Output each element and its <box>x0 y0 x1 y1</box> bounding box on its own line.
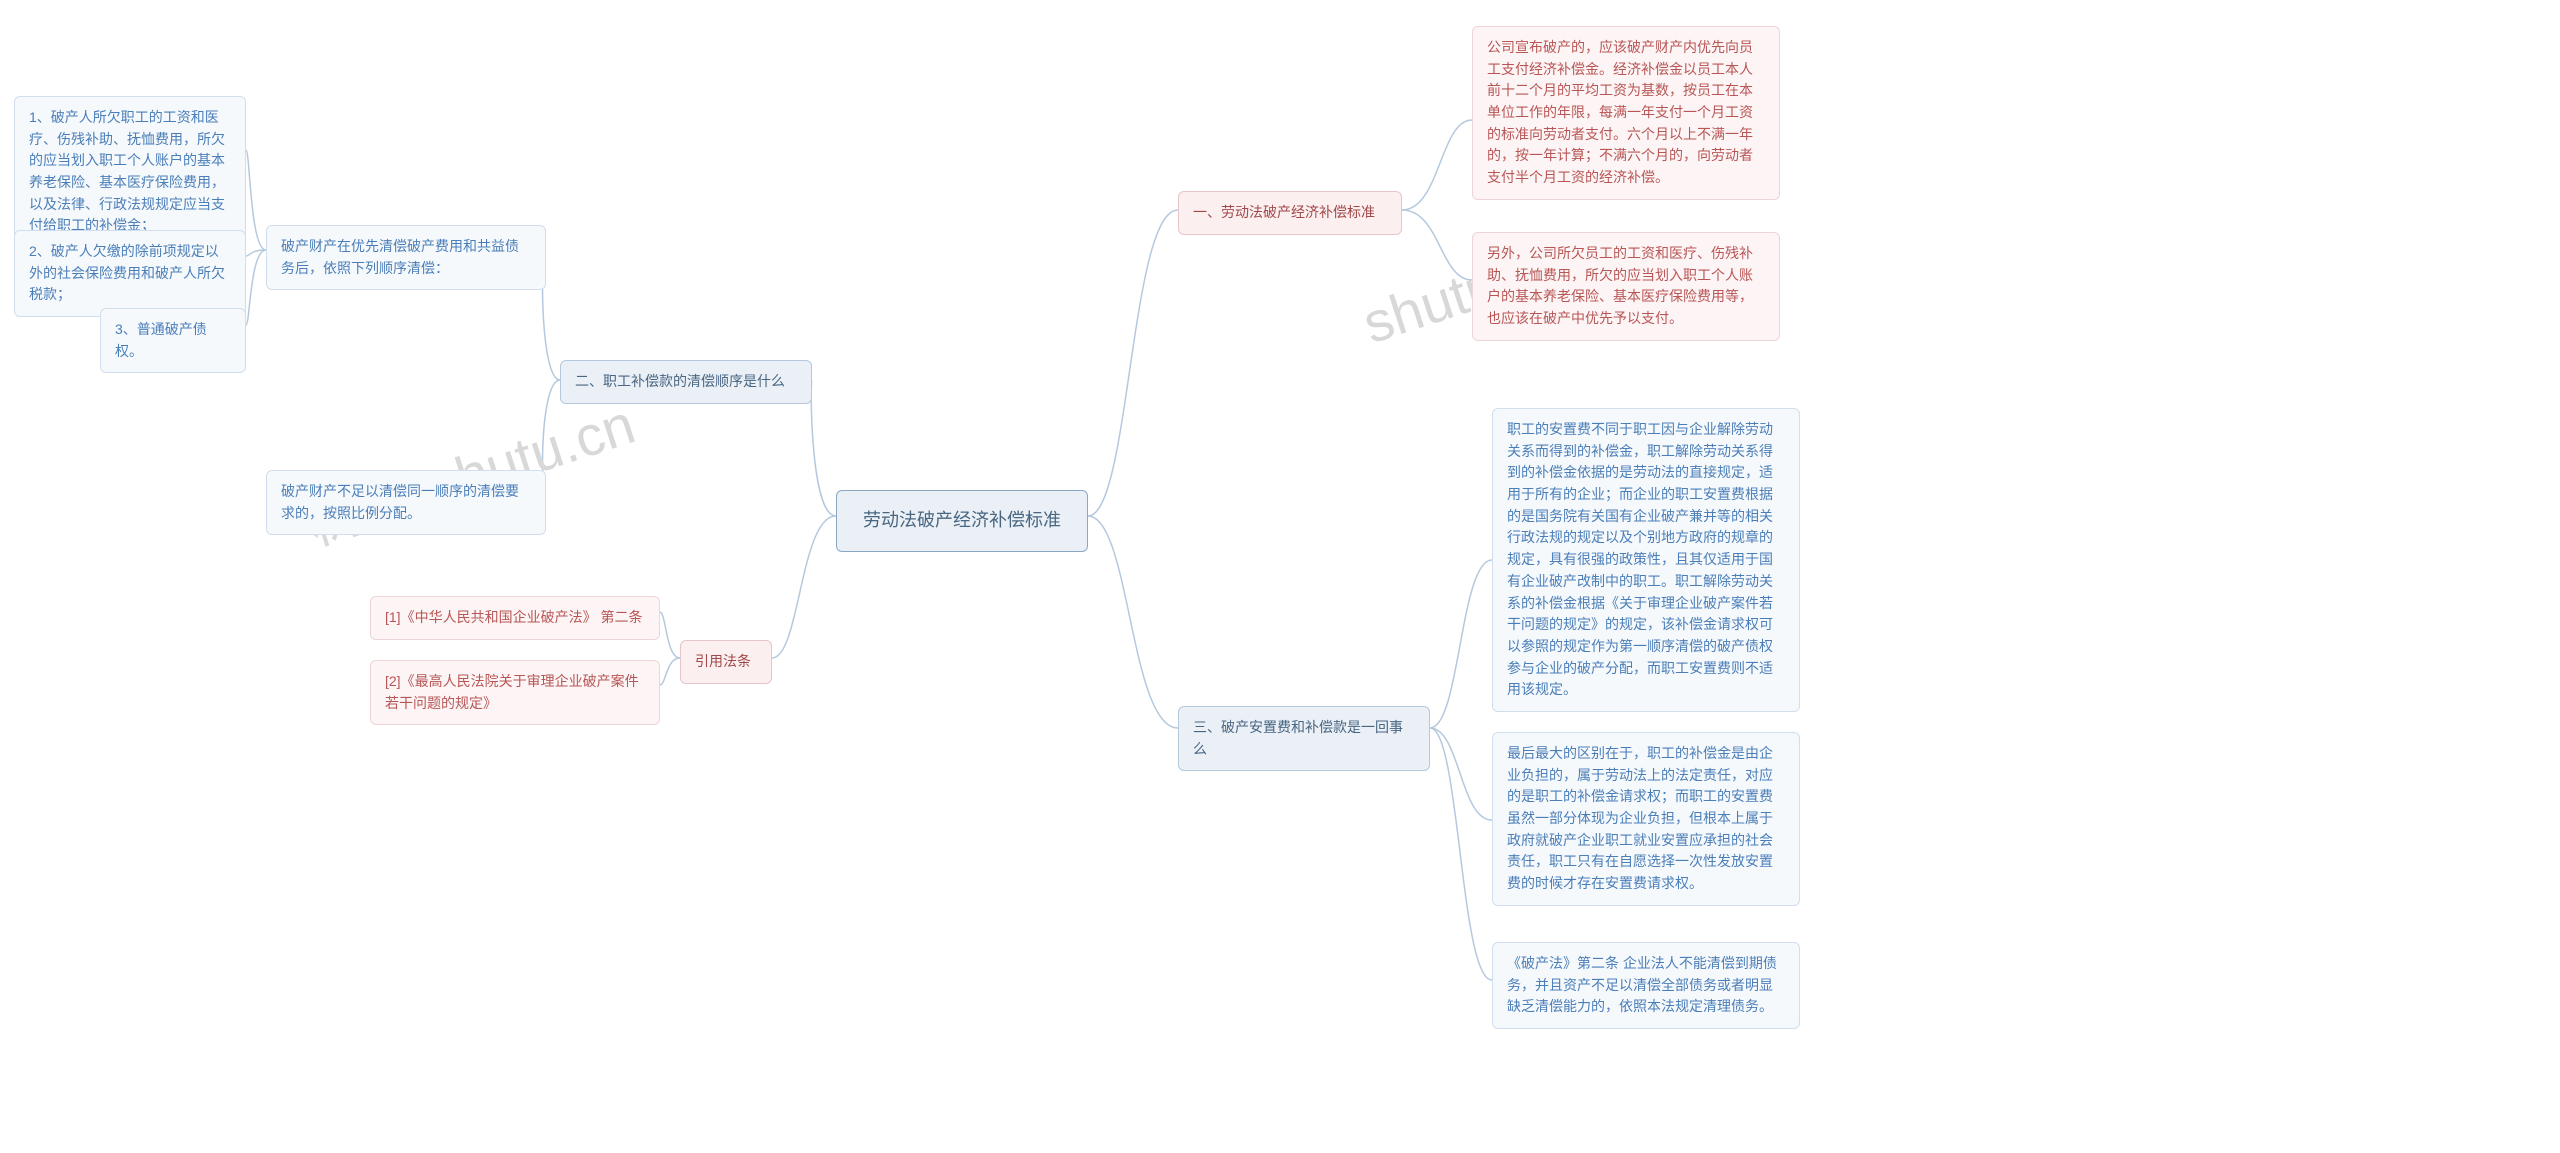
branch-r1[interactable]: 一、劳动法破产经济补偿标准 <box>1178 191 1402 235</box>
leaf-r3-1: 最后最大的区别在于，职工的补偿金是由企业负担的，属于劳动法上的法定责任，对应的是… <box>1492 732 1800 906</box>
connector-layer <box>0 0 2560 1153</box>
branch-r3[interactable]: 三、破产安置费和补偿款是一回事么 <box>1178 706 1430 771</box>
leaf-l4-1: [2]《最高人民法院关于审理企业破产案件若干问题的规定》 <box>370 660 660 725</box>
subleaf-l2-0-2: 3、普通破产债权。 <box>100 308 246 373</box>
leaf-r1-1: 另外，公司所欠员工的工资和医疗、伤残补助、抚恤费用，所欠的应当划入职工个人账户的… <box>1472 232 1780 341</box>
leaf-r3-2: 《破产法》第二条 企业法人不能清偿到期债务，并且资产不足以清偿全部债务或者明显缺… <box>1492 942 1800 1029</box>
leaf-r1-0: 公司宣布破产的，应该破产财产内优先向员工支付经济补偿金。经济补偿金以员工本人前十… <box>1472 26 1780 200</box>
branch-l2[interactable]: 二、职工补偿款的清偿顺序是什么 <box>560 360 812 404</box>
center-node[interactable]: 劳动法破产经济补偿标准 <box>836 490 1088 552</box>
leaf-l2-0: 破产财产在优先清偿破产费用和共益债务后，依照下列顺序清偿： <box>266 225 546 290</box>
branch-l4[interactable]: 引用法条 <box>680 640 772 684</box>
subleaf-l2-0-1: 2、破产人欠缴的除前项规定以外的社会保险费用和破产人所欠税款； <box>14 230 246 317</box>
subleaf-l2-0-0: 1、破产人所欠职工的工资和医疗、伤残补助、抚恤费用，所欠的应当划入职工个人账户的… <box>14 96 246 248</box>
leaf-l4-0: [1]《中华人民共和国企业破产法》 第二条 <box>370 596 660 640</box>
leaf-l2-1: 破产财产不足以清偿同一顺序的清偿要求的，按照比例分配。 <box>266 470 546 535</box>
leaf-r3-0: 职工的安置费不同于职工因与企业解除劳动关系而得到的补偿金，职工解除劳动关系得到的… <box>1492 408 1800 712</box>
